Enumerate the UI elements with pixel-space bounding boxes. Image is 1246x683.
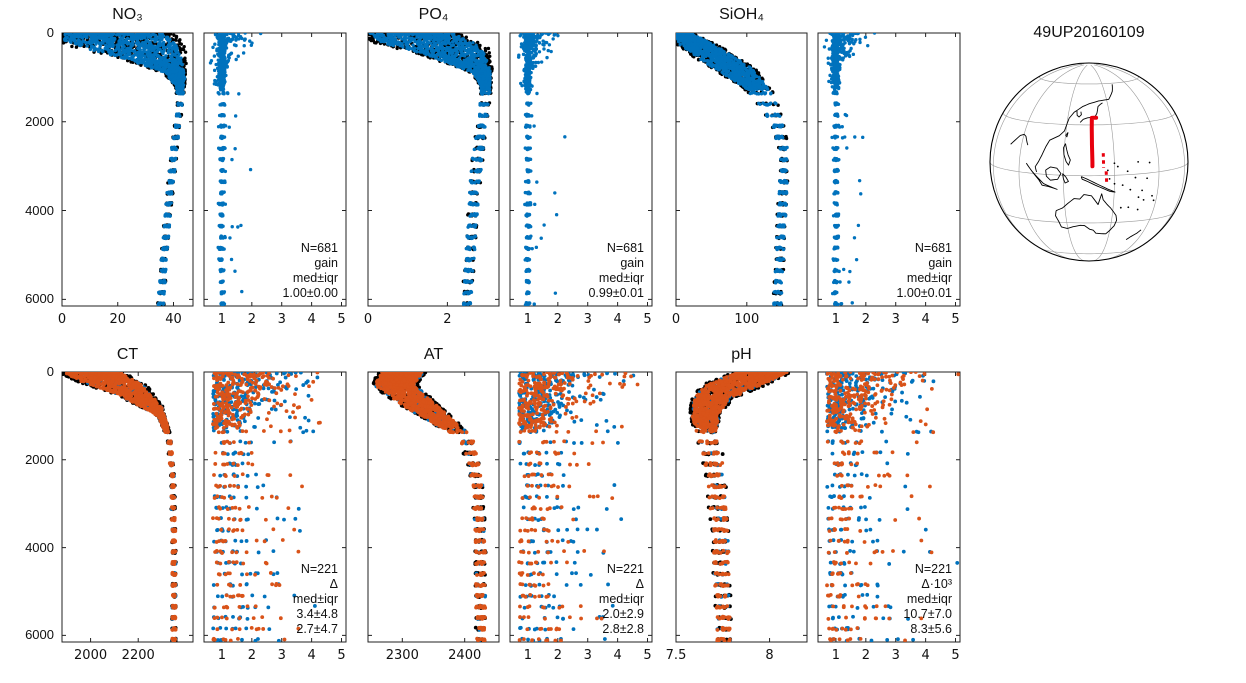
ph-profile-canvas [660,367,823,668]
panel-title-ph: pH [731,346,752,363]
depth-tick-label: 6000 [25,291,54,307]
no3-stats-annotation: N=681 gain med±iqr 1.00±0.00 [206,241,338,301]
stat-line: 10.7±7.0 [903,607,952,621]
stat-line: Δ [329,577,338,591]
ct-delta-canvas [188,367,362,668]
stat-line: N=221 [606,562,644,576]
stat-line: N=681 [300,241,338,255]
stat-line: 1.00±0.00 [282,286,338,300]
sioh4-gain-canvas [802,28,976,332]
stat-line: 3.4±4.8 [296,607,338,621]
panel-title-po4: PO₄ [418,6,449,23]
at-profile-canvas [352,367,515,668]
no3-profile-canvas [46,28,209,332]
panel-title-sioh4: SiOH₄ [719,6,764,23]
stat-line: 2.7±4.7 [296,622,338,636]
depth-tick-label: 4000 [25,539,54,555]
stat-line: med±iqr [906,592,952,606]
panel-title-ct: CT [116,346,139,363]
po4-profile-canvas [352,28,515,332]
stat-line: 0.99±0.01 [588,286,644,300]
stat-line: gain [314,256,338,270]
stat-line: med±iqr [292,592,338,606]
stat-line: med±iqr [598,271,644,285]
stat-line: N=681 [606,241,644,255]
no3-gain-canvas [188,28,362,332]
stat-line: gain [620,256,644,270]
panel-title-at: AT [423,346,444,363]
at-delta-canvas [494,367,668,668]
stat-line: med±iqr [598,592,644,606]
stat-line: 2.8±2.8 [602,622,644,636]
po4-gain-canvas [494,28,668,332]
po4-stats-annotation: N=681 gain med±iqr 0.99±0.01 [512,241,644,301]
stat-line: 1.00±0.01 [896,286,952,300]
stat-line: N=221 [914,562,952,576]
cruise-id-title: 49UP20160109 [1033,24,1145,41]
stat-line: N=681 [914,241,952,255]
panel-title-no3: NO₃ [112,6,143,23]
sioh4-profile-canvas [660,28,823,332]
depth-tick-label: 0 [46,25,54,40]
stat-line: Δ [635,577,644,591]
stat-line: med±iqr [292,271,338,285]
ct-profile-canvas [46,367,209,668]
depth-tick-label: 0 [46,364,54,379]
stat-line: 8.3±5.6 [910,622,952,636]
ph-stats-annotation: N=221 Δ·10³ med±iqr 10.7±7.0 8.3±5.6 [820,562,952,637]
stat-line: gain [928,256,952,270]
ph-delta-canvas [802,367,976,668]
depth-tick-label: 2000 [25,113,54,129]
sioh4-stats-annotation: N=681 gain med±iqr 1.00±0.01 [820,241,952,301]
depth-tick-label: 6000 [25,627,54,643]
depth-tick-label: 4000 [25,202,54,218]
stat-line: med±iqr [906,271,952,285]
stat-line: Δ·10³ [921,577,952,591]
globe-map-canvas [983,50,1195,270]
stat-line: 2.0±2.9 [602,607,644,621]
stat-line: N=221 [300,562,338,576]
depth-tick-label: 2000 [25,451,54,467]
